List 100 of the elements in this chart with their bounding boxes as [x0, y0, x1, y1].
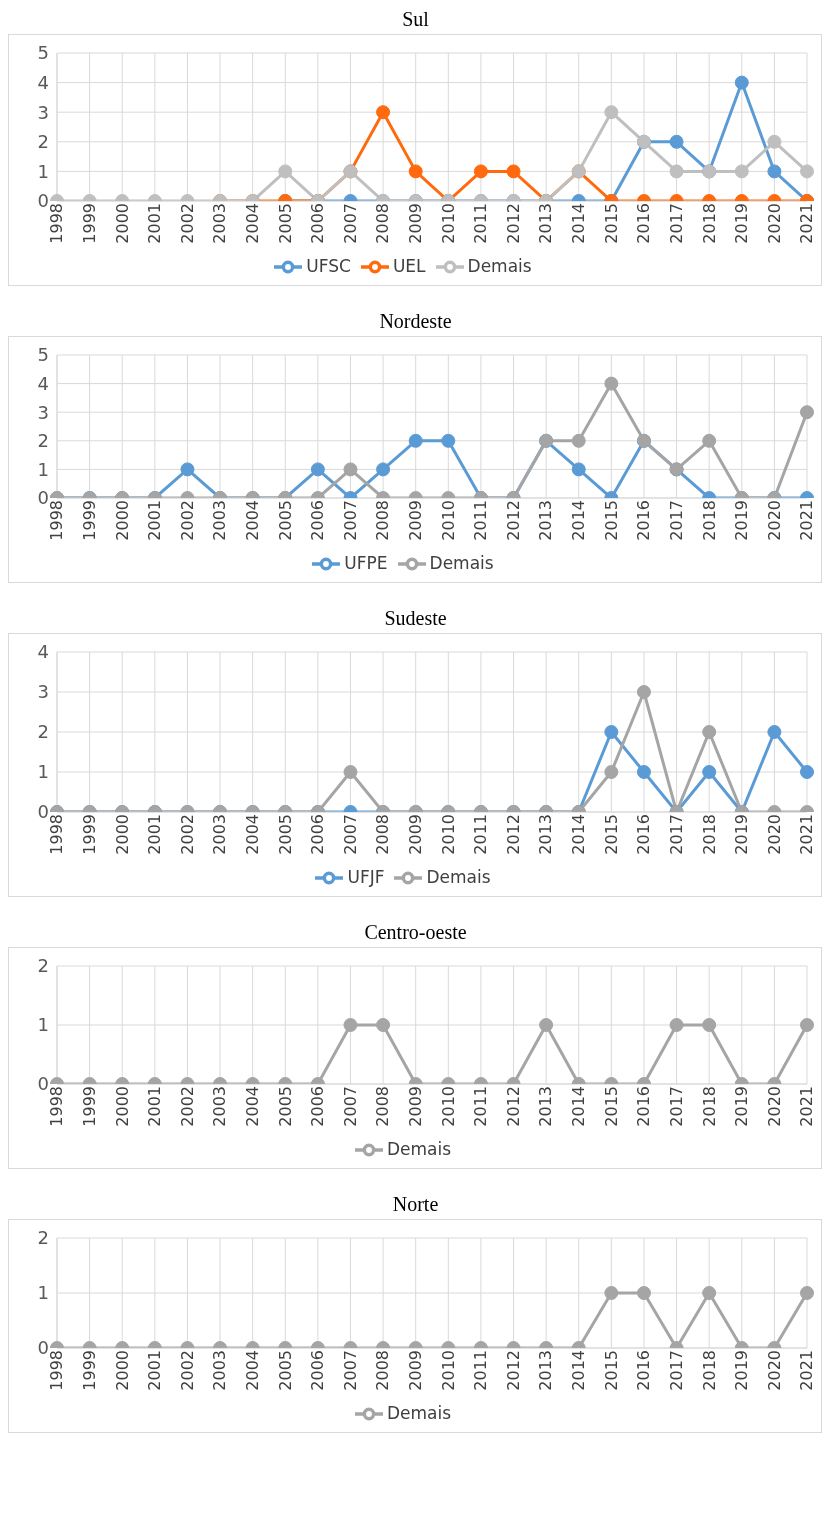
y-tick-label: 5 [37, 344, 49, 366]
x-tick-label: 2005 [275, 1350, 295, 1391]
x-tick-label: 2002 [177, 1350, 197, 1391]
x-tick-label: 2015 [601, 203, 621, 244]
x-tick-label: 2012 [503, 500, 523, 541]
y-tick-label: 2 [37, 955, 49, 977]
x-tick-label: 2002 [177, 500, 197, 541]
x-tick-label: 2015 [601, 814, 621, 855]
x-tick-label: 2011 [471, 1086, 491, 1127]
x-tick-label: 2017 [666, 1350, 686, 1391]
x-tick-label: 2013 [536, 500, 556, 541]
y-tick-label: 4 [37, 372, 49, 394]
y-tick-label: 4 [37, 641, 49, 663]
x-tick-label: 2004 [243, 203, 263, 244]
x-tick-label: 2009 [406, 814, 426, 855]
y-tick-label: 3 [37, 101, 49, 123]
x-tick-label: 1998 [47, 500, 67, 541]
x-tick-label: 2004 [243, 1086, 263, 1127]
x-tick-label: 2015 [601, 500, 621, 541]
x-tick-label: 2011 [471, 814, 491, 855]
legend-label: Demais [386, 1403, 452, 1423]
x-tick-label: 2008 [373, 1086, 393, 1127]
x-tick-label: 2008 [373, 203, 393, 244]
x-tick-label: 2013 [536, 1350, 556, 1391]
x-tick-label: 2012 [503, 203, 523, 244]
x-tick-label: 2015 [601, 1350, 621, 1391]
y-tick-label: 1 [37, 458, 49, 480]
legend-label: UEL [392, 256, 426, 276]
x-tick-label: 2020 [764, 1086, 784, 1127]
legend-label: UFSC [306, 256, 351, 276]
x-tick-label: 1999 [79, 1350, 99, 1391]
x-tick-label: 2021 [797, 500, 817, 541]
x-tick-label: 2005 [275, 203, 295, 244]
x-tick-label: 2002 [177, 203, 197, 244]
y-tick-label: 1 [37, 1014, 49, 1036]
y-tick-label: 0 [37, 487, 49, 509]
x-tick-label: 2001 [145, 500, 165, 541]
chart-title: Centro-oeste [363, 921, 468, 945]
y-tick-label: 1 [37, 761, 49, 783]
x-tick-label: 2016 [634, 203, 654, 244]
x-tick-label: 2014 [569, 203, 589, 244]
y-tick-label: 2 [37, 721, 49, 743]
chart-title: Norte [391, 1193, 440, 1217]
x-tick-label: 2004 [243, 814, 263, 855]
y-tick-label: 1 [37, 160, 49, 182]
x-tick-label: 1998 [47, 1086, 67, 1127]
x-tick-label: 2018 [699, 1086, 719, 1127]
legend-label: UFPE [344, 553, 388, 573]
x-tick-label: 2001 [145, 203, 165, 244]
x-tick-label: 2017 [666, 1086, 686, 1127]
x-tick-label: 2014 [569, 1350, 589, 1391]
x-tick-label: 2019 [732, 500, 752, 541]
x-tick-label: 2003 [210, 814, 230, 855]
chart-title: Nordeste [378, 310, 453, 334]
chart-title: Sudeste [383, 607, 448, 631]
y-tick-label: 3 [37, 401, 49, 423]
x-tick-label: 2018 [699, 203, 719, 244]
y-tick-label: 1 [37, 1282, 49, 1304]
y-tick-label: 5 [37, 42, 49, 64]
x-tick-label: 2000 [112, 1086, 132, 1127]
x-tick-label: 2000 [112, 814, 132, 855]
x-tick-label: 2019 [732, 1086, 752, 1127]
x-tick-label: 2000 [112, 500, 132, 541]
x-tick-label: 2016 [634, 1350, 654, 1391]
x-tick-label: 2016 [634, 1086, 654, 1127]
y-tick-label: 2 [37, 131, 49, 153]
x-tick-label: 2014 [569, 814, 589, 855]
x-tick-label: 2021 [797, 1350, 817, 1391]
x-tick-label: 2010 [438, 1086, 458, 1127]
x-tick-label: 2019 [732, 203, 752, 244]
x-tick-label: 1999 [79, 203, 99, 244]
x-tick-label: 2021 [797, 203, 817, 244]
legend-label: UFJF [347, 867, 385, 887]
x-tick-label: 2002 [177, 814, 197, 855]
x-tick-label: 2018 [699, 814, 719, 855]
y-tick-label: 0 [37, 801, 49, 823]
x-tick-label: 2016 [634, 814, 654, 855]
x-tick-label: 2019 [732, 1350, 752, 1391]
legend-label: Demais [429, 553, 494, 573]
x-tick-label: 2011 [471, 500, 491, 541]
x-tick-label: 2006 [308, 814, 328, 855]
x-tick-label: 2007 [340, 814, 360, 855]
x-tick-label: 2020 [764, 500, 784, 541]
x-tick-label: 2016 [634, 500, 654, 541]
y-tick-label: 0 [37, 1337, 49, 1359]
x-tick-label: 2009 [406, 1086, 426, 1127]
x-tick-label: 2010 [438, 814, 458, 855]
x-tick-label: 2021 [797, 814, 817, 855]
legend-label: Demais [386, 1139, 452, 1159]
x-tick-label: 1998 [47, 1350, 67, 1391]
x-tick-label: 2009 [406, 203, 426, 244]
x-tick-label: 2013 [536, 203, 556, 244]
y-tick-label: 2 [37, 1227, 49, 1249]
x-tick-label: 2007 [340, 203, 360, 244]
x-tick-label: 2020 [764, 1350, 784, 1391]
chart-title: Sul [401, 8, 430, 32]
x-tick-label: 2005 [275, 500, 295, 541]
x-tick-label: 1999 [79, 814, 99, 855]
x-tick-label: 2003 [210, 1086, 230, 1127]
x-tick-label: 2020 [764, 814, 784, 855]
